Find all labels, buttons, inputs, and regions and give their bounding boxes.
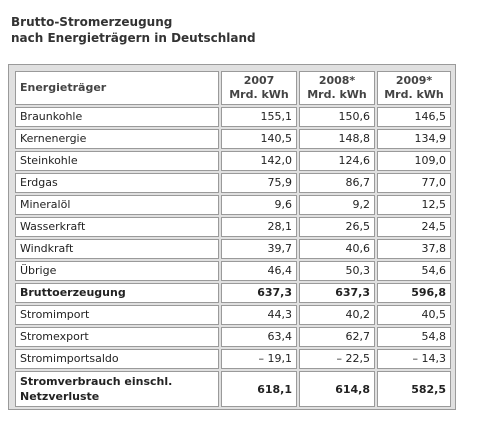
value-2008: 40,6 (299, 239, 375, 259)
value-2007: 75,9 (221, 173, 297, 193)
header-2009: 2009* Mrd. kWh (377, 71, 451, 105)
value-2009: 37,8 (377, 239, 451, 259)
table-row: Stromimportsaldo – 19,1 – 22,5 – 14,3 (15, 349, 451, 369)
value-2008: 637,3 (299, 283, 375, 303)
table-row: Braunkohle 155,1 150,6 146,5 (15, 107, 451, 127)
value-2008: 150,6 (299, 107, 375, 127)
value-2009: 146,5 (377, 107, 451, 127)
row-label: Braunkohle (15, 107, 219, 127)
value-2008: 62,7 (299, 327, 375, 347)
energy-table: Energieträger 2007 Mrd. kWh 2008* Mrd. k… (13, 69, 453, 409)
value-2007: 28,1 (221, 217, 297, 237)
value-2007: 39,7 (221, 239, 297, 259)
value-2008: 40,2 (299, 305, 375, 325)
table-row: Mineralöl 9,6 9,2 12,5 (15, 195, 451, 215)
table-row: Kernenergie 140,5 148,8 134,9 (15, 129, 451, 149)
header-unit: Mrd. kWh (307, 88, 367, 101)
header-unit: Mrd. kWh (384, 88, 444, 101)
value-2007: 63,4 (221, 327, 297, 347)
value-2007: 46,4 (221, 261, 297, 281)
value-2008: 614,8 (299, 371, 375, 407)
table-row: Stromexport 63,4 62,7 54,8 (15, 327, 451, 347)
value-2007: 618,1 (221, 371, 297, 407)
header-year: 2007 (243, 74, 275, 87)
value-2008: 9,2 (299, 195, 375, 215)
value-2009: 40,5 (377, 305, 451, 325)
title-line-1: Brutto-Stromerzeugung (11, 15, 173, 29)
value-2009: 24,5 (377, 217, 451, 237)
row-label: Bruttoerzeugung (15, 283, 219, 303)
value-2009: 596,8 (377, 283, 451, 303)
header-year: 2009* (395, 74, 433, 87)
row-label: Mineralöl (15, 195, 219, 215)
value-2007: 44,3 (221, 305, 297, 325)
row-label: Stromimportsaldo (15, 349, 219, 369)
header-unit: Mrd. kWh (229, 88, 289, 101)
value-2009: 12,5 (377, 195, 451, 215)
table-title: Brutto-Stromerzeugung nach Energieträger… (11, 14, 256, 46)
value-2008: 86,7 (299, 173, 375, 193)
header-year: 2008* (318, 74, 356, 87)
value-2007: 637,3 (221, 283, 297, 303)
header-2007: 2007 Mrd. kWh (221, 71, 297, 105)
table-header-row: Energieträger 2007 Mrd. kWh 2008* Mrd. k… (15, 71, 451, 105)
row-label: Stromexport (15, 327, 219, 347)
row-label: Stromverbrauch einschl. Netzverluste (15, 371, 219, 407)
value-2007: 9,6 (221, 195, 297, 215)
value-2009: 77,0 (377, 173, 451, 193)
row-label: Windkraft (15, 239, 219, 259)
table-row: Windkraft 39,7 40,6 37,8 (15, 239, 451, 259)
value-2007: – 19,1 (221, 349, 297, 369)
row-label: Steinkohle (15, 151, 219, 171)
value-2009: 54,8 (377, 327, 451, 347)
value-2008: – 22,5 (299, 349, 375, 369)
row-label: Übrige (15, 261, 219, 281)
value-2009: 582,5 (377, 371, 451, 407)
title-line-2: nach Energieträgern in Deutschland (11, 31, 256, 45)
value-2009: 109,0 (377, 151, 451, 171)
table-row: Wasserkraft 28,1 26,5 24,5 (15, 217, 451, 237)
row-label: Stromimport (15, 305, 219, 325)
table-row: Steinkohle 142,0 124,6 109,0 (15, 151, 451, 171)
value-2009: 134,9 (377, 129, 451, 149)
value-2008: 124,6 (299, 151, 375, 171)
value-2009: 54,6 (377, 261, 451, 281)
header-energy-source: Energieträger (15, 71, 219, 105)
value-2007: 140,5 (221, 129, 297, 149)
table-row: Übrige 46,4 50,3 54,6 (15, 261, 451, 281)
row-label: Erdgas (15, 173, 219, 193)
table-row-total: Bruttoerzeugung 637,3 637,3 596,8 (15, 283, 451, 303)
row-label: Kernenergie (15, 129, 219, 149)
value-2008: 26,5 (299, 217, 375, 237)
value-2008: 50,3 (299, 261, 375, 281)
row-label: Wasserkraft (15, 217, 219, 237)
header-2008: 2008* Mrd. kWh (299, 71, 375, 105)
table-row-consumption: Stromverbrauch einschl. Netzverluste 618… (15, 371, 451, 407)
table-row: Stromimport 44,3 40,2 40,5 (15, 305, 451, 325)
table-frame: Energieträger 2007 Mrd. kWh 2008* Mrd. k… (8, 64, 456, 410)
value-2009: – 14,3 (377, 349, 451, 369)
value-2008: 148,8 (299, 129, 375, 149)
value-2007: 142,0 (221, 151, 297, 171)
value-2007: 155,1 (221, 107, 297, 127)
table-row: Erdgas 75,9 86,7 77,0 (15, 173, 451, 193)
